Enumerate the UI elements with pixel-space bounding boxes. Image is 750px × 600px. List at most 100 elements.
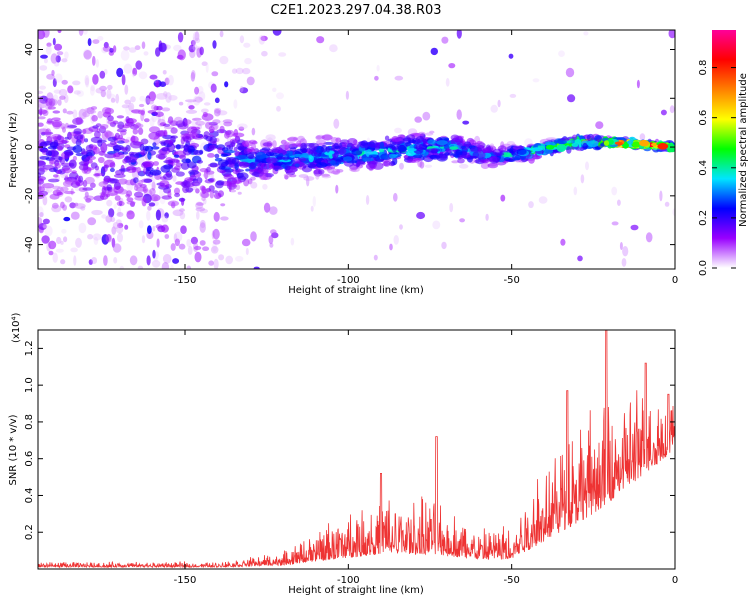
ridge-blob (190, 174, 195, 179)
noise-speck (621, 258, 627, 267)
ridge-blob (184, 132, 197, 138)
ridge-blob (220, 153, 229, 157)
ridge-blob (84, 191, 89, 199)
noise-speck (201, 108, 209, 114)
ridge-blob (104, 107, 115, 115)
ridge-blob (472, 151, 479, 159)
ridge-blob (180, 162, 190, 170)
ridge-blob (199, 190, 209, 198)
ridge-blob (147, 151, 152, 160)
ridge-blob (175, 144, 181, 150)
ridge-blob (85, 197, 92, 203)
noise-speck (276, 92, 284, 100)
noise-speck (116, 67, 124, 78)
ridge-blob (82, 179, 88, 188)
noise-speck (199, 219, 206, 229)
noise-speck (167, 74, 174, 86)
ridge-blob (224, 131, 230, 139)
noise-speck (76, 90, 84, 97)
ridge-blob (208, 125, 215, 133)
ridge-blob (258, 168, 269, 175)
colorbar-ticks: 0.0 0.2 0.4 0.6 0.8 (698, 60, 736, 276)
ridge-blob (470, 146, 483, 153)
ridge-blob (42, 224, 48, 228)
ridge-blob (38, 90, 44, 95)
ridge-blob (110, 97, 116, 103)
noise-speck (113, 204, 117, 209)
noise-speck (111, 237, 116, 248)
noise-speck (335, 184, 339, 194)
noise-speck (212, 239, 221, 245)
noise-speck (260, 35, 268, 42)
noise-speck (430, 47, 438, 56)
ridge-blob (403, 155, 409, 159)
ridge-blob (250, 181, 258, 189)
noise-speck (109, 47, 114, 53)
noise-speck (128, 47, 137, 53)
ridge-blob (265, 134, 276, 141)
ridge-blob (277, 156, 286, 160)
noise-speck (268, 235, 274, 245)
noise-speck (269, 242, 274, 248)
noise-speck (205, 62, 209, 73)
noise-speck (123, 46, 130, 51)
noise-speck (87, 38, 92, 47)
noise-speck (276, 105, 281, 112)
noise-speck (225, 255, 233, 265)
ridge-blob (75, 139, 82, 147)
noise-speck (194, 251, 202, 263)
ridge-blob (125, 193, 131, 198)
ridge-blob (405, 150, 416, 157)
ridge-blob (38, 217, 43, 225)
noise-speck (113, 257, 118, 264)
noise-speck (92, 39, 100, 44)
ridge-blob (154, 111, 164, 117)
colorbar-gradient (712, 30, 736, 268)
ridge-blob (480, 158, 489, 164)
noise-speck (558, 50, 565, 57)
ridge-blob (38, 128, 50, 135)
ridge-blob (84, 138, 89, 143)
ridge-blob (220, 203, 226, 207)
ridge-blob (160, 165, 171, 173)
ridge-blob (90, 106, 98, 110)
noise-speck (50, 53, 58, 64)
ridge-blob (332, 168, 341, 175)
ridge-blob (265, 156, 278, 163)
noise-speck (161, 262, 170, 269)
ridge-blob (38, 172, 42, 179)
noise-speck (261, 50, 268, 57)
ridge-blob (330, 159, 336, 166)
ridge-blob (425, 148, 438, 153)
noise-speck (660, 109, 667, 116)
ridge-blob (389, 153, 397, 159)
ridge-blob (458, 163, 469, 169)
ridge-blob (245, 168, 250, 172)
noise-speck (52, 37, 56, 46)
noise-speck (106, 199, 113, 207)
ridge-blob (516, 148, 527, 155)
noise-speck (148, 202, 156, 207)
noise-speck (177, 49, 186, 61)
ridge-blob (419, 161, 425, 169)
snr-xtick-label: -150 (174, 575, 197, 586)
ridge-blob (38, 122, 44, 127)
noise-speck (112, 45, 117, 53)
ridge-blob (57, 145, 63, 151)
noise-speck (45, 45, 52, 55)
ridge-blob (136, 166, 142, 174)
ridge-blob (335, 145, 341, 150)
snr-ytick-label: 1.2 (24, 340, 35, 356)
ridge-blob (130, 96, 136, 103)
ridge-blob (318, 169, 325, 175)
ridge-blob (160, 141, 166, 146)
noise-speck (394, 75, 404, 81)
noise-speck (244, 57, 252, 65)
ridge-blob (51, 204, 62, 213)
ridge-blob (413, 146, 424, 155)
ridge-blob (174, 187, 180, 195)
ridge-blob (116, 115, 125, 119)
ridge-blob (46, 118, 53, 124)
noise-speck (38, 206, 44, 218)
ridge-blob (170, 127, 178, 134)
